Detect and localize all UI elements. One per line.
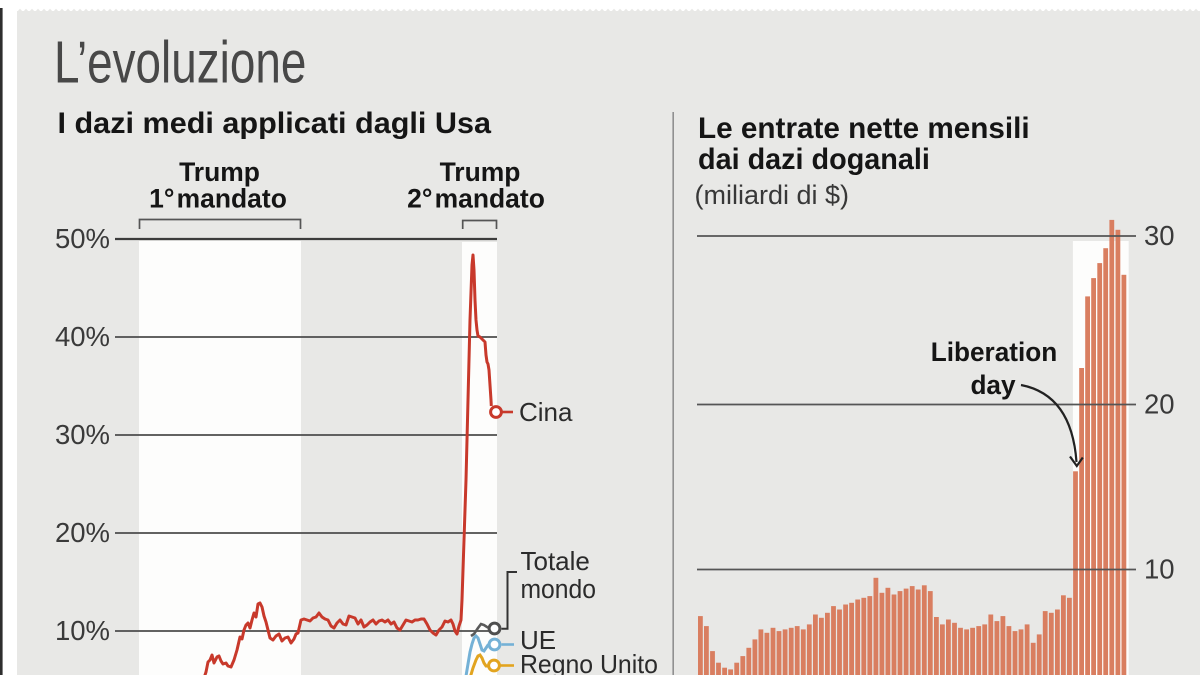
svg-text:50%: 50%: [55, 223, 110, 254]
svg-text:Le entrate nette mensili: Le entrate nette mensili: [698, 112, 1030, 145]
svg-text:1° mandato: 1° mandato: [149, 183, 287, 213]
svg-text:Cina: Cina: [519, 397, 573, 427]
svg-text:day: day: [970, 370, 1015, 400]
svg-text:30: 30: [1144, 220, 1175, 251]
svg-text:30%: 30%: [55, 419, 110, 450]
svg-text:Regno Unito: Regno Unito: [520, 650, 658, 675]
svg-text:UE: UE: [520, 625, 556, 655]
svg-text:L’evoluzione: L’evoluzione: [54, 30, 306, 96]
svg-text:dai dazi doganali: dai dazi doganali: [698, 142, 930, 176]
svg-text:40%: 40%: [55, 321, 110, 352]
svg-text:20%: 20%: [55, 517, 110, 548]
svg-text:I dazi medi applicati dagli Us: I dazi medi applicati dagli Usa: [58, 107, 493, 140]
svg-text:mondo: mondo: [521, 575, 596, 604]
svg-text:Totale: Totale: [521, 546, 590, 576]
svg-text:Trump: Trump: [179, 157, 260, 187]
svg-text:(miliardi di $): (miliardi di $): [695, 180, 850, 210]
svg-text:10%: 10%: [55, 615, 110, 646]
svg-text:Liberation: Liberation: [931, 337, 1057, 367]
svg-text:Trump: Trump: [440, 157, 521, 187]
svg-text:10: 10: [1144, 554, 1175, 585]
svg-text:20: 20: [1144, 389, 1175, 420]
svg-text:2° mandato: 2° mandato: [407, 183, 545, 213]
